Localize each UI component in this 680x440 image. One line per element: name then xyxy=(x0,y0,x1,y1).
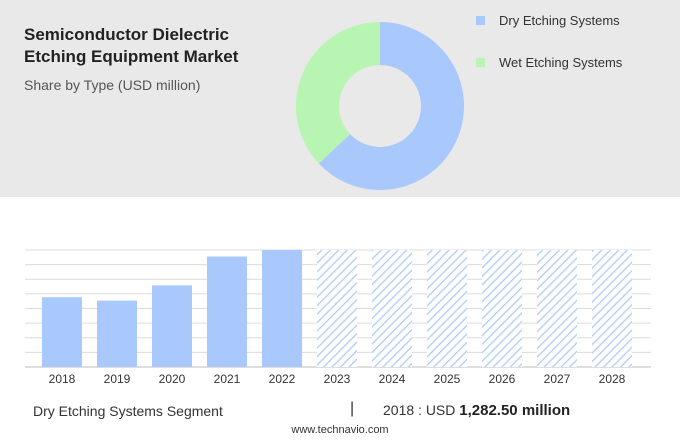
x-tick-label-2024: 2024 xyxy=(379,372,406,386)
bar-2025 xyxy=(427,250,467,367)
x-tick-label-2027: 2027 xyxy=(544,372,571,386)
segment-year-label: 2018 : USD xyxy=(383,402,456,418)
bar-2028 xyxy=(592,250,632,367)
bar-2026 xyxy=(482,250,522,367)
bar-2018 xyxy=(42,297,82,367)
bar-chart: 2018 2019 2020 2021 2022 2023 2024 2025 2026 2027… xyxy=(25,249,651,386)
legend-swatch-dry xyxy=(476,15,485,25)
x-tick-label-2020: 2020 xyxy=(159,372,186,386)
legend-item-dry: Dry Etching Systems xyxy=(476,11,620,29)
legend-label-dry: Dry Etching Systems xyxy=(499,12,620,28)
segment-label: Dry Etching Systems Segment xyxy=(33,403,223,419)
donut-chart xyxy=(295,22,464,190)
x-tick-label-2018: 2018 xyxy=(49,372,76,386)
legend-item-wet: Wet Etching Systems xyxy=(476,53,622,71)
bar-2020 xyxy=(152,285,192,367)
bar-2027 xyxy=(537,250,577,367)
bar-2022 xyxy=(262,250,302,367)
legend-label-wet: Wet Etching Systems xyxy=(499,54,623,70)
legend-swatch-wet xyxy=(476,57,485,67)
x-tick-label-2028: 2028 xyxy=(599,372,626,386)
source-link[interactable]: www.technavio.com xyxy=(291,424,389,436)
x-tick-label-2019: 2019 xyxy=(104,372,131,386)
donut-slice-dry xyxy=(318,22,464,190)
bar-2021 xyxy=(207,256,247,367)
bar-2019 xyxy=(97,300,137,367)
donut-slice-wet xyxy=(295,22,380,164)
chart-subtitle: Share by Type (USD million) xyxy=(24,77,201,93)
footer-separator: | xyxy=(350,400,355,417)
segment-value-amount: 1,282.50 million xyxy=(459,402,571,419)
chart-title: Semiconductor Dielectric Etching Equipme… xyxy=(24,25,239,66)
x-tick-label-2021: 2021 xyxy=(214,372,241,386)
bar-2024 xyxy=(372,250,412,367)
bar-2023 xyxy=(317,250,357,367)
summary-panel: Semiconductor Dielectric Etching Equipme… xyxy=(0,0,680,197)
x-tick-label-2022: 2022 xyxy=(269,372,296,386)
x-tick-label-2023: 2023 xyxy=(324,372,351,386)
segment-value: 2018 : USD 1,282.50 million xyxy=(383,402,570,419)
x-tick-label-2026: 2026 xyxy=(489,372,516,386)
x-tick-label-2025: 2025 xyxy=(434,372,461,386)
